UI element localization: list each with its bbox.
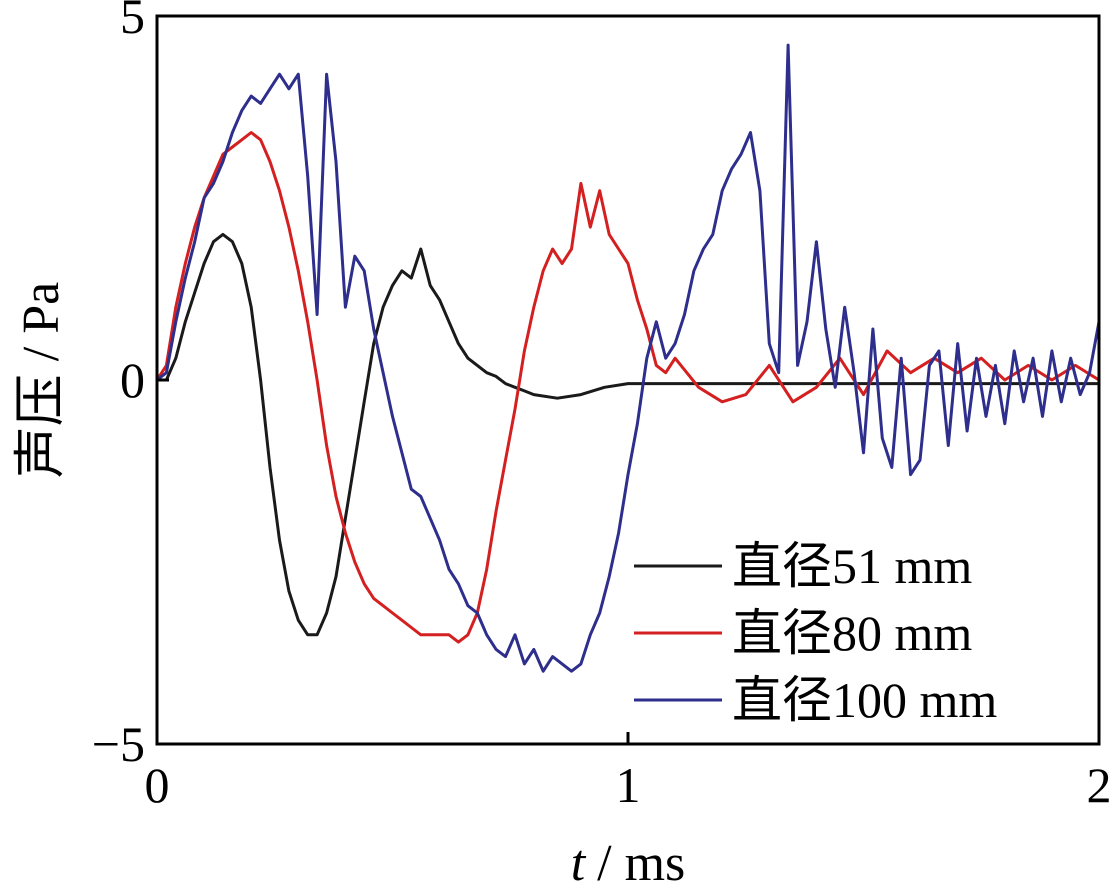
- ticks-layer: 0 1 250−5: [92, 0, 1112, 813]
- series-layer: [157, 43, 1099, 673]
- legend-label-1: 直径80 mm: [732, 605, 972, 661]
- legend-label-0: 直径51 mm: [732, 538, 972, 594]
- y-tick-label: 0: [120, 352, 145, 408]
- series-line-0: [157, 232, 1099, 637]
- y-axis-label: 声压 / Pa: [13, 282, 70, 478]
- series-line-1: [157, 131, 1099, 644]
- legend-label-2: 直径100 mm: [732, 672, 997, 728]
- y-tick-label: −5: [92, 716, 145, 772]
- x-tick-label: 2: [1087, 757, 1112, 813]
- x-tick-label: 0: [145, 757, 170, 813]
- x-tick-label: 1: [616, 757, 641, 813]
- x-axis-label: t / ms: [571, 835, 686, 886]
- y-tick-label: 5: [120, 0, 145, 44]
- x-axis-variable: t: [571, 835, 587, 886]
- series-line-2: [157, 43, 1099, 673]
- x-axis-unit: / ms: [597, 835, 685, 886]
- legend: 直径51 mm 直径80 mm 直径100 mm: [634, 538, 997, 728]
